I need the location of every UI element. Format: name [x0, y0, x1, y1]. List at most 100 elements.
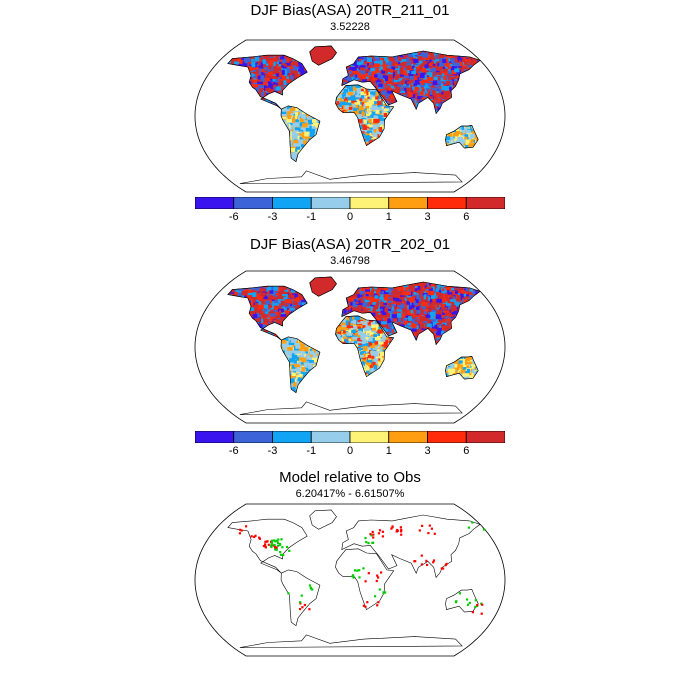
colorbar-swatch — [427, 431, 467, 443]
colorbar-label: -6 — [228, 445, 239, 457]
colorbar-swatch — [233, 431, 273, 443]
signif-point — [279, 553, 283, 556]
colorbar-label: -3 — [267, 445, 278, 457]
signif-point — [356, 569, 359, 572]
signif-point — [275, 548, 278, 551]
signif-point — [371, 541, 374, 544]
panel-subtitle: 3.46798 — [330, 255, 370, 267]
signif-point — [365, 541, 368, 544]
signif-point — [381, 535, 384, 538]
signif-point — [482, 528, 485, 531]
signif-point — [396, 528, 399, 532]
signif-point — [364, 537, 367, 540]
colorbar-label: 1 — [385, 445, 392, 457]
signif-point — [281, 546, 284, 549]
signif-point — [467, 526, 470, 529]
colorbar-swatch — [349, 197, 390, 209]
signif-point — [353, 569, 357, 572]
signif-point — [391, 526, 394, 529]
panel-title: Model relative to Obs — [279, 469, 421, 486]
panel-subtitle: 3.52228 — [330, 21, 370, 33]
colorbar-swatch — [349, 431, 390, 443]
colorbar — [195, 197, 505, 209]
signif-point — [440, 567, 443, 570]
signif-point — [270, 544, 273, 547]
colorbar-label: -3 — [267, 211, 278, 223]
signif-point — [264, 540, 267, 543]
continent-sa — [280, 569, 321, 627]
signif-point — [378, 529, 382, 532]
signif-point — [366, 601, 369, 604]
world-map-bias-2 — [194, 270, 506, 424]
panel-title: DJF Bias(ASA) 20TR_202_01 — [249, 236, 451, 253]
signif-point — [303, 603, 306, 607]
signif-point — [271, 539, 274, 542]
signif-point — [240, 529, 243, 532]
signif-point — [399, 526, 402, 529]
signif-point — [369, 533, 372, 536]
colorbar-swatch — [195, 197, 235, 209]
colorbar-label: -1 — [306, 211, 317, 223]
signif-point — [288, 549, 291, 552]
signif-point — [282, 553, 285, 557]
signif-point — [362, 604, 365, 607]
signif-point — [380, 571, 383, 574]
signif-point — [370, 534, 373, 537]
signif-point — [273, 539, 276, 542]
world-map-bias-1 — [194, 39, 506, 193]
colorbar-label: 0 — [346, 211, 354, 223]
colorbar — [195, 431, 505, 443]
colorbar-label: 1 — [385, 211, 392, 223]
colorbar-swatch — [195, 431, 235, 443]
colorbar-label: 3 — [424, 445, 431, 457]
signif-point — [384, 591, 387, 594]
continent-antarctic — [239, 401, 463, 415]
signif-point — [270, 543, 273, 546]
signif-point — [420, 563, 423, 566]
signif-point — [421, 524, 424, 527]
signif-point — [465, 598, 469, 601]
signif-point — [274, 545, 277, 549]
signif-point — [264, 546, 267, 549]
signif-point — [428, 524, 431, 527]
signif-point — [277, 544, 280, 547]
signif-point — [381, 530, 384, 533]
signif-point — [264, 545, 267, 548]
signif-point — [271, 541, 274, 544]
signif-point — [308, 608, 311, 611]
signif-point — [426, 563, 429, 566]
colorbar-swatch — [388, 431, 428, 443]
signif-point — [374, 595, 377, 598]
colorbar-swatch — [427, 197, 467, 209]
continent-antarctic — [239, 634, 463, 648]
signif-point — [278, 543, 282, 546]
signif-point — [425, 559, 428, 562]
signif-point — [358, 569, 361, 572]
colorbar-labels: -6 -3 -1 0 1 3 6 — [195, 445, 505, 459]
signif-point — [390, 527, 393, 530]
colorbar-labels: -6 -3 -1 0 1 3 6 — [195, 211, 505, 225]
signif-point — [480, 612, 483, 615]
continent-australia — [445, 588, 479, 613]
panel-title: DJF Bias(ASA) 20TR_211_01 — [250, 2, 450, 19]
signif-point — [372, 536, 375, 539]
signif-point — [364, 580, 367, 583]
signif-point — [367, 542, 370, 545]
signif-point — [468, 601, 471, 604]
continent-antarctic — [239, 170, 463, 184]
signif-point — [299, 608, 302, 611]
signif-point — [274, 548, 277, 551]
continent-na — [227, 518, 308, 574]
signif-point — [275, 546, 278, 549]
colorbar-swatch — [272, 197, 312, 209]
signif-point — [433, 532, 436, 535]
signif-point — [239, 528, 242, 531]
signif-point — [474, 599, 477, 602]
signif-point — [467, 603, 470, 606]
signif-point — [471, 521, 474, 524]
colorbar-label: 6 — [463, 445, 470, 457]
signif-point — [378, 588, 381, 591]
signif-point — [352, 576, 355, 579]
signif-point — [471, 611, 474, 614]
signif-point — [258, 536, 261, 539]
